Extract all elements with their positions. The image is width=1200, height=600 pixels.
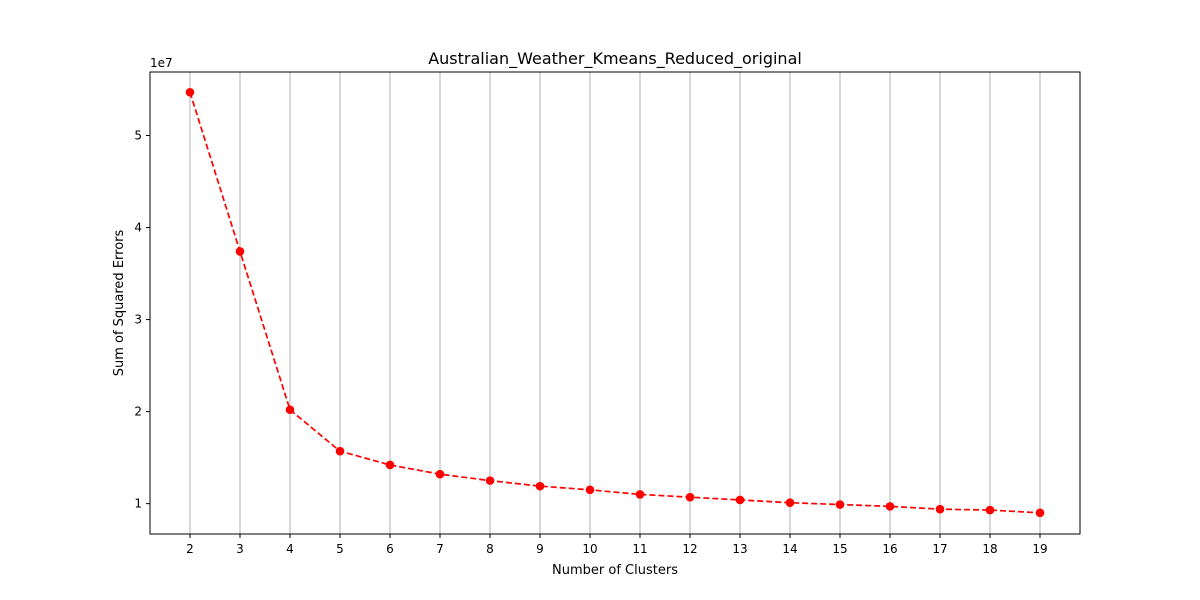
- data-point: [785, 498, 795, 508]
- data-point: [385, 460, 395, 470]
- y-axis-ticks: 1 2 3 4 5: [134, 129, 150, 511]
- x-tick-label: 5: [336, 542, 344, 556]
- x-tick-label: 17: [932, 542, 947, 556]
- data-point: [635, 490, 645, 499]
- x-tick-label: 3: [236, 542, 244, 556]
- plot-frame: [149, 71, 1081, 535]
- x-tick-label: 12: [682, 542, 697, 556]
- data-point: [435, 469, 445, 479]
- x-tick-label: 15: [832, 542, 847, 556]
- x-tick-label: 16: [882, 542, 897, 556]
- x-tick-label: 8: [486, 542, 494, 556]
- y-axis-offset-label: 1e7: [150, 56, 173, 70]
- chart-title: Australian_Weather_Kmeans_Reduced_origin…: [428, 49, 802, 69]
- data-point: [185, 87, 195, 97]
- x-axis-label: Number of Clusters: [552, 563, 678, 578]
- x-tick-label: 19: [1032, 542, 1047, 556]
- series-line: [189, 91, 1041, 514]
- data-point: [1035, 508, 1045, 518]
- data-point: [335, 446, 345, 456]
- x-tick-label: 4: [286, 542, 294, 556]
- y-tick-label: 1: [134, 497, 142, 511]
- y-tick-label: 4: [134, 221, 142, 235]
- data-point: [235, 247, 245, 256]
- x-tick-label: 9: [536, 542, 544, 556]
- x-tick-label: 14: [782, 542, 797, 556]
- data-point: [535, 481, 545, 491]
- data-point: [585, 485, 595, 495]
- data-point: [985, 505, 995, 515]
- y-tick-label: 3: [134, 313, 142, 327]
- x-tick-label: 18: [982, 542, 997, 556]
- series-layer: [185, 87, 1045, 518]
- data-point: [485, 476, 495, 485]
- y-axis-label: Sum of Squared Errors: [112, 229, 127, 376]
- x-tick-label: 10: [582, 542, 597, 556]
- data-point: [885, 502, 895, 511]
- x-axis-ticks: 2 3 4 5 6 7 8 9 10 11 12 13 14 15 16 17 18 19: [186, 534, 1048, 556]
- x-tick-label: 13: [732, 542, 747, 556]
- x-tick-label: 7: [436, 542, 444, 556]
- y-tick-label: 2: [134, 405, 142, 419]
- data-point: [285, 405, 295, 415]
- data-point: [935, 504, 945, 514]
- x-tick-label: 11: [632, 542, 647, 556]
- data-point: [835, 500, 845, 509]
- x-tick-label: 2: [186, 542, 194, 556]
- data-point: [685, 492, 695, 502]
- x-tick-label: 6: [386, 542, 394, 556]
- data-point: [735, 495, 745, 505]
- grid-lines: [189, 72, 1041, 534]
- y-tick-label: 5: [134, 129, 142, 143]
